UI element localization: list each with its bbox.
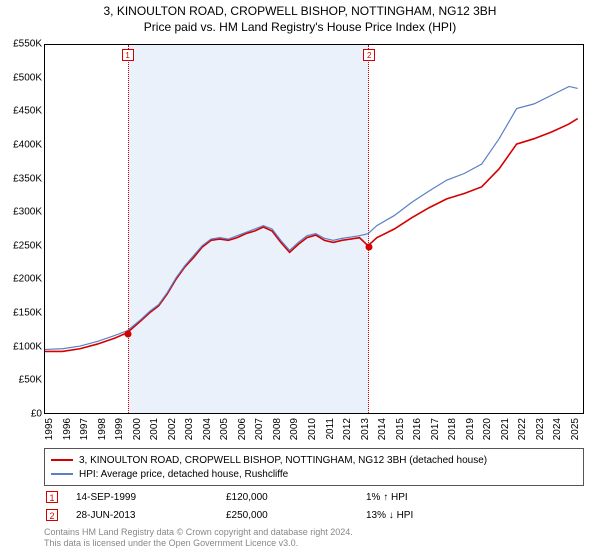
y-tick-label: £250K xyxy=(2,240,42,251)
chart-container: 3, KINOULTON ROAD, CROPWELL BISHOP, NOTT… xyxy=(0,0,600,560)
x-tick-label: 1996 xyxy=(62,418,73,448)
x-tick-label: 2001 xyxy=(149,418,160,448)
sale-delta-1: 1% ↑ HPI xyxy=(366,492,486,503)
x-tick-label: 2017 xyxy=(430,418,441,448)
x-tick-label: 2014 xyxy=(377,418,388,448)
x-tick-label: 1995 xyxy=(44,418,55,448)
x-tick-label: 2018 xyxy=(447,418,458,448)
legend-item-property: 3, KINOULTON ROAD, CROPWELL BISHOP, NOTT… xyxy=(51,453,577,467)
legend-item-hpi: HPI: Average price, detached house, Rush… xyxy=(51,467,577,481)
sale-dot-2 xyxy=(366,243,373,250)
sale-dot-1 xyxy=(124,331,131,338)
footer-line1: Contains HM Land Registry data © Crown c… xyxy=(44,527,584,538)
legend-swatch-property xyxy=(51,459,73,461)
x-tick-label: 2009 xyxy=(289,418,300,448)
y-tick-label: £50K xyxy=(2,375,42,386)
x-tick-label: 2021 xyxy=(500,418,511,448)
y-tick-label: £0 xyxy=(2,409,42,420)
sale-marker-box-1: 1 xyxy=(122,49,134,61)
x-tick-label: 2005 xyxy=(219,418,230,448)
x-tick-label: 2013 xyxy=(360,418,371,448)
x-tick-label: 2019 xyxy=(465,418,476,448)
x-tick-label: 2024 xyxy=(552,418,563,448)
sale-price-2: £250,000 xyxy=(226,510,366,521)
sale-price-1: £120,000 xyxy=(226,492,366,503)
x-tick-label: 2023 xyxy=(535,418,546,448)
sale-marker-1: 1 xyxy=(46,491,58,503)
x-tick-label: 2003 xyxy=(184,418,195,448)
sales-table: 1 14-SEP-1999 £120,000 1% ↑ HPI 2 28-JUN… xyxy=(44,488,584,524)
x-tick-label: 2004 xyxy=(202,418,213,448)
chart-title: 3, KINOULTON ROAD, CROPWELL BISHOP, NOTT… xyxy=(0,0,600,34)
series-hpi xyxy=(45,86,578,349)
footer-attribution: Contains HM Land Registry data © Crown c… xyxy=(44,527,584,550)
x-tick-label: 2016 xyxy=(412,418,423,448)
sale-date-2: 28-JUN-2013 xyxy=(76,510,226,521)
x-tick-label: 1999 xyxy=(114,418,125,448)
title-address: 3, KINOULTON ROAD, CROPWELL BISHOP, NOTT… xyxy=(0,4,600,18)
footer-line2: This data is licensed under the Open Gov… xyxy=(44,538,584,549)
x-tick-label: 2011 xyxy=(325,418,336,448)
line-plot-svg xyxy=(45,45,583,413)
legend: 3, KINOULTON ROAD, CROPWELL BISHOP, NOTT… xyxy=(44,448,584,486)
legend-label-property: 3, KINOULTON ROAD, CROPWELL BISHOP, NOTT… xyxy=(79,455,487,466)
legend-label-hpi: HPI: Average price, detached house, Rush… xyxy=(79,469,288,480)
x-tick-label: 2008 xyxy=(272,418,283,448)
x-tick-label: 2002 xyxy=(167,418,178,448)
x-tick-label: 2010 xyxy=(307,418,318,448)
x-tick-label: 1997 xyxy=(79,418,90,448)
x-tick-label: 2022 xyxy=(517,418,528,448)
title-subtitle: Price paid vs. HM Land Registry's House … xyxy=(0,20,600,34)
y-tick-label: £400K xyxy=(2,139,42,150)
x-tick-label: 1998 xyxy=(97,418,108,448)
x-tick-label: 2025 xyxy=(570,418,581,448)
x-tick-label: 2012 xyxy=(342,418,353,448)
y-tick-label: £150K xyxy=(2,308,42,319)
y-tick-label: £300K xyxy=(2,207,42,218)
x-tick-label: 2015 xyxy=(395,418,406,448)
sale-marker-box-2: 2 xyxy=(363,49,375,61)
y-tick-label: £200K xyxy=(2,274,42,285)
x-tick-label: 2006 xyxy=(237,418,248,448)
y-tick-label: £550K xyxy=(2,39,42,50)
sale-date-1: 14-SEP-1999 xyxy=(76,492,226,503)
y-tick-label: £500K xyxy=(2,72,42,83)
legend-swatch-hpi xyxy=(51,473,73,475)
sale-row-1: 1 14-SEP-1999 £120,000 1% ↑ HPI xyxy=(44,488,584,506)
y-tick-label: £100K xyxy=(2,341,42,352)
x-tick-label: 2000 xyxy=(132,418,143,448)
y-tick-label: £350K xyxy=(2,173,42,184)
plot-area: 12 xyxy=(44,44,584,414)
y-tick-label: £450K xyxy=(2,106,42,117)
sale-delta-2: 13% ↓ HPI xyxy=(366,510,486,521)
x-tick-label: 2020 xyxy=(482,418,493,448)
sale-row-2: 2 28-JUN-2013 £250,000 13% ↓ HPI xyxy=(44,506,584,524)
sale-marker-2: 2 xyxy=(46,509,58,521)
x-tick-label: 2007 xyxy=(254,418,265,448)
